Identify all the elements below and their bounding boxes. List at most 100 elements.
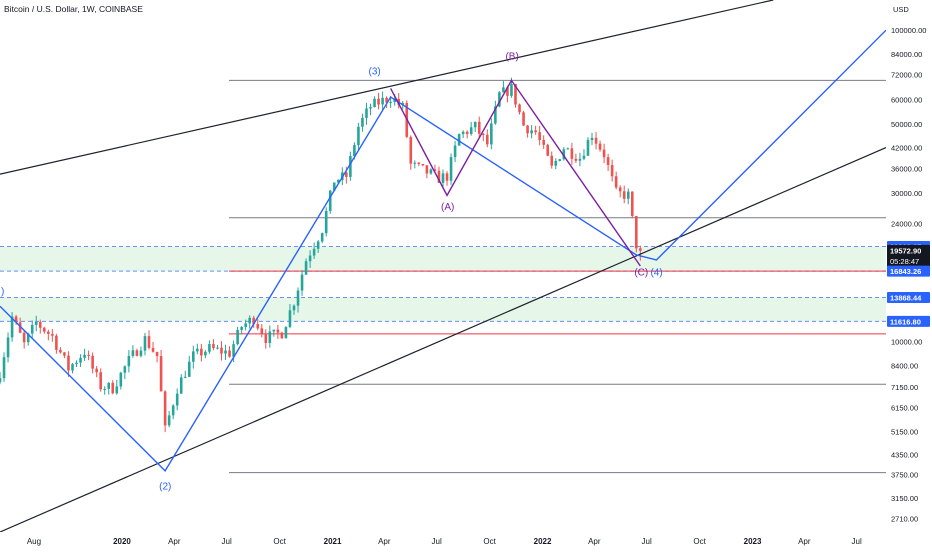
candle-body [131,350,135,356]
candle-body [473,121,477,128]
time-tick-label: 2023 [744,537,762,546]
candle-body [155,351,159,357]
price-badge-label: 19572.90 [890,246,921,255]
candle-body [220,347,223,354]
candle-body [87,354,90,356]
candle-body [175,393,179,406]
candle-body [441,173,445,183]
candle-body [312,248,316,256]
time-tick-label: Oct [693,537,706,546]
price-tick-label: 10000.00 [891,338,922,347]
candle-body [417,162,421,164]
candle-body [280,332,284,339]
candle-body [522,112,525,126]
candle-body [635,216,638,249]
time-tick-label: Aug [27,537,41,546]
candle-body [208,344,211,352]
candle-body [135,350,139,356]
candle-body [10,316,14,338]
candle-body [610,164,614,177]
candle-body [167,415,171,426]
candle-body [79,357,82,363]
candle-body [119,372,123,387]
candle-body [486,134,489,145]
candle-body [554,160,558,166]
candle-body [308,255,312,262]
candle-body [606,157,610,165]
candle-body [284,326,288,339]
candle-body [345,172,348,177]
time-tick-label: Apr [378,537,391,546]
abc-correction-path-0 [390,79,641,267]
price-tick-label: 60000.00 [891,95,922,104]
wave-label: (C) [634,268,648,279]
candle-body [421,163,425,166]
wave-label: ) [1,286,4,297]
candle-body [47,331,50,334]
candle-body [228,350,231,357]
candle-body [292,305,296,311]
price-tick-label: 100000.00 [891,26,926,35]
candle-body [477,121,481,134]
candle-body [240,327,243,330]
wave-label: (A) [441,202,454,213]
candle-body [83,354,86,358]
candle-body [324,210,328,234]
price-badge-label: 16843.26 [890,267,921,276]
candle-body [401,102,405,105]
candle-body [26,333,30,343]
candle-body [558,159,562,161]
candle-body [147,336,151,348]
candle-body [139,350,143,356]
candle-body [494,106,497,124]
candle-body [296,290,300,306]
candle-body [514,84,517,105]
candle-body [30,324,34,334]
candle-body [99,372,102,390]
wave-label: (B) [505,52,518,63]
price-badge-label: 11616.80 [890,317,921,326]
candle-body [542,139,545,145]
candle-body [111,382,115,394]
candle-body [373,98,376,107]
candle-body [103,388,107,390]
price-tick-label: 30000.00 [891,189,922,198]
candle-body [288,310,292,327]
candle-body [151,347,155,352]
candle-body [626,191,630,199]
candle-body [457,134,461,146]
candle-body [618,187,622,192]
candle-body [639,248,642,251]
candle-body [34,321,38,325]
candle-body [550,155,554,166]
candle-body [163,391,167,426]
price-tick-label: 6150.00 [891,403,918,412]
candle-body [22,332,26,343]
candle-body [63,352,66,356]
candle-body [490,123,493,145]
axis-currency-label: USD [893,5,909,14]
wave-label: (2) [159,482,171,493]
candle-body [196,348,199,352]
candle-body [453,145,457,158]
candle-body [143,336,147,351]
candle-body [349,156,352,177]
candle-body [216,347,219,349]
candle-body [586,139,590,156]
candle-body [369,106,372,109]
elliott-wave-path-0 [0,29,886,472]
candle-body [244,323,247,328]
zone-0 [0,246,886,272]
trendline-1 [0,147,886,532]
candle-body [248,317,251,324]
time-tick-label: Apr [168,537,181,546]
candle-body [183,376,187,378]
candle-body [320,233,324,242]
candle-body [594,137,598,144]
price-badge [887,265,930,277]
candle-body [192,351,195,362]
price-tick-label: 84000.00 [891,50,922,59]
time-tick-label: 2020 [113,537,131,546]
candle-body [179,377,183,394]
